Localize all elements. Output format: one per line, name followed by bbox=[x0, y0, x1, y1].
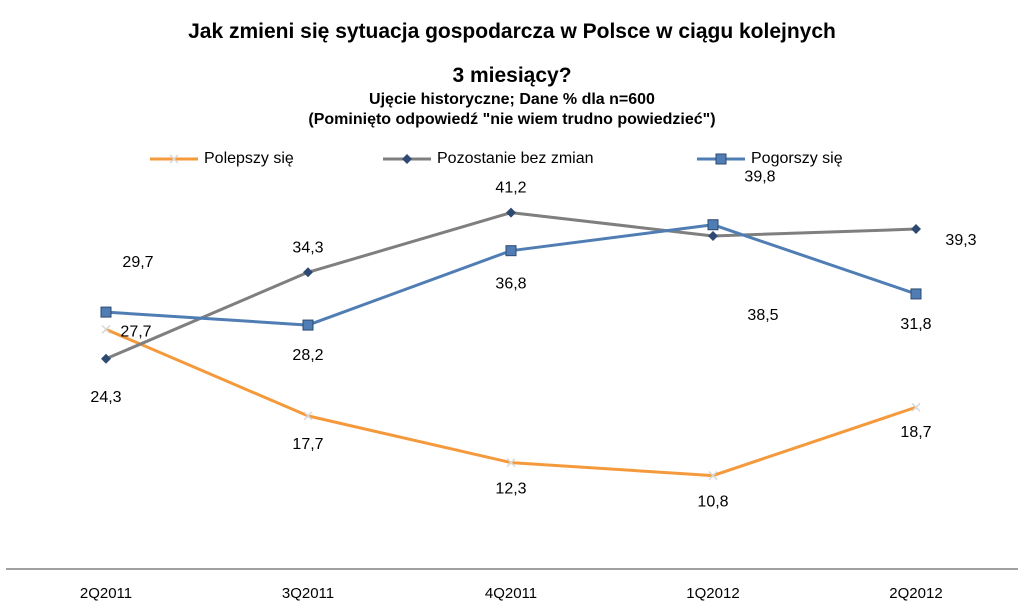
data-label-s2-3: 39,8 bbox=[744, 169, 775, 186]
x-tick-label-3Q2011: 3Q2011 bbox=[282, 585, 334, 602]
point-marker-s1-3 bbox=[708, 230, 718, 241]
x-tick-label-2Q2012: 2Q2012 bbox=[889, 585, 942, 602]
point-marker-s0-0 bbox=[101, 324, 111, 334]
chart-titles: Jak zmieni się sytuacja gospodarcza w Po… bbox=[0, 0, 1024, 130]
point-marker-s1-1 bbox=[303, 267, 313, 278]
data-label-s2-2: 36,8 bbox=[495, 276, 526, 293]
legend-marker-orange-line-icon bbox=[150, 154, 198, 164]
data-label-s0-3: 10,8 bbox=[697, 494, 728, 511]
data-label-s1-3: 38,5 bbox=[747, 307, 778, 324]
data-label-s1-0: 24,3 bbox=[90, 389, 121, 406]
point-marker-s0-3 bbox=[708, 471, 718, 481]
legend-item-polepszy: Polepszy się bbox=[150, 146, 294, 172]
chart-subtitle-2: (Pominięto odpowiedź "nie wiem trudno po… bbox=[308, 111, 716, 128]
point-marker-s2-2 bbox=[505, 245, 517, 257]
data-label-s2-0: 29,7 bbox=[122, 254, 153, 271]
point-marker-s1-2 bbox=[506, 207, 516, 218]
legend-item-pogorszy: Pogorszy się bbox=[697, 146, 843, 172]
legend-item-bez-zmian: Pozostanie bez zmian bbox=[383, 146, 594, 172]
data-label-s0-2: 12,3 bbox=[495, 481, 526, 498]
data-label-s0-0: 27,7 bbox=[120, 323, 151, 340]
x-tick-label-2Q2011: 2Q2011 bbox=[80, 585, 132, 602]
point-marker-s2-0 bbox=[100, 306, 112, 318]
legend-label-pogorszy: Pogorszy się bbox=[751, 150, 843, 167]
point-marker-s2-3 bbox=[707, 219, 719, 231]
point-marker-s0-4 bbox=[911, 402, 921, 412]
data-label-s1-4: 39,3 bbox=[945, 232, 976, 249]
data-label-s1-1: 34,3 bbox=[292, 239, 323, 256]
chart-title-line1: Jak zmieni się sytuacja gospodarcza w Po… bbox=[188, 20, 836, 43]
data-label-s0-4: 18,7 bbox=[900, 424, 931, 441]
legend-label-bez-zmian: Pozostanie bez zmian bbox=[437, 150, 594, 167]
x-tick-label-4Q2011: 4Q2011 bbox=[485, 585, 537, 602]
chart-subtitle-1: Ujęcie historyczne; Dane % dla n=600 bbox=[369, 91, 655, 108]
point-marker-s2-4 bbox=[910, 288, 922, 300]
data-label-s1-2: 41,2 bbox=[495, 180, 526, 197]
legend-marker-gray-diamond-icon bbox=[383, 154, 431, 164]
point-marker-s1-4 bbox=[911, 224, 921, 235]
point-marker-s2-1 bbox=[302, 319, 314, 331]
legend-label-polepszy: Polepszy się bbox=[204, 150, 294, 167]
chart-title-line2: 3 miesiący? bbox=[452, 64, 572, 87]
data-label-s2-1: 28,2 bbox=[292, 347, 323, 364]
point-marker-s1-0 bbox=[101, 353, 111, 364]
x-tick-label-1Q2012: 1Q2012 bbox=[686, 585, 739, 602]
series-line-0 bbox=[105, 328, 917, 478]
data-label-s0-1: 17,7 bbox=[292, 436, 323, 453]
legend-marker-blue-square-icon bbox=[697, 153, 745, 165]
point-marker-s0-2 bbox=[506, 458, 516, 468]
data-label-s2-4: 31,8 bbox=[900, 316, 931, 333]
point-marker-s0-1 bbox=[303, 411, 313, 421]
